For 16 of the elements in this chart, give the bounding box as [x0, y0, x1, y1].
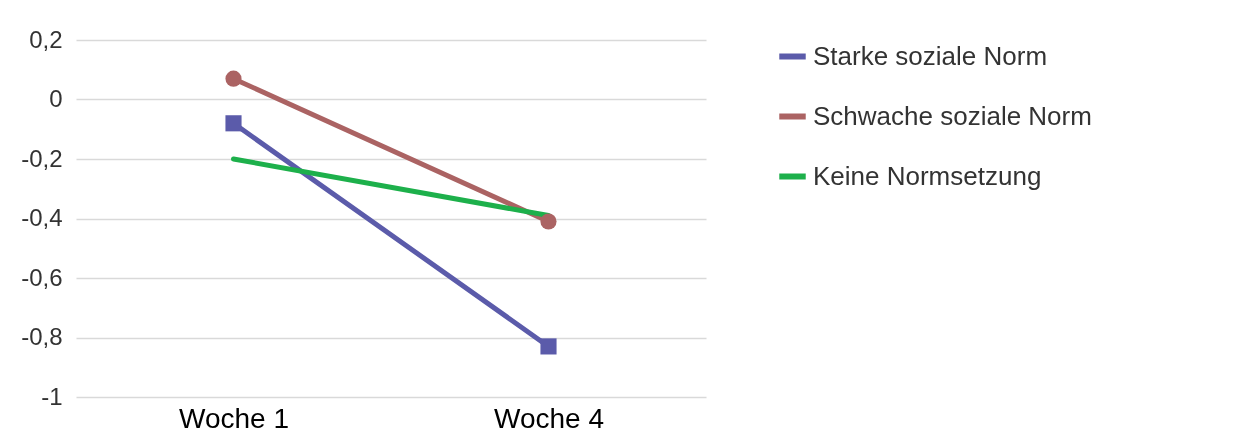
legend-label: Schwache soziale Norm: [813, 100, 1092, 131]
point: [540, 338, 557, 355]
legend-label: Keine Normsetzung: [813, 160, 1042, 191]
legend-label: Starke soziale Norm: [813, 40, 1048, 71]
y-tick-label: -0,4: [21, 204, 63, 231]
y-tick-label: -0,2: [21, 144, 63, 172]
y-tick-label: 0: [49, 85, 63, 112]
point: [225, 70, 242, 87]
y-tick-label: -0,8: [21, 323, 63, 350]
x-tick-label: Woche 4: [494, 402, 604, 434]
x-tick-label: Woche 1: [179, 402, 289, 434]
point: [225, 115, 242, 132]
point: [540, 213, 557, 230]
y-tick-label: -1: [41, 382, 63, 410]
y-tick-label: -0,6: [21, 263, 63, 291]
y-tick-label: 0,2: [29, 25, 63, 53]
